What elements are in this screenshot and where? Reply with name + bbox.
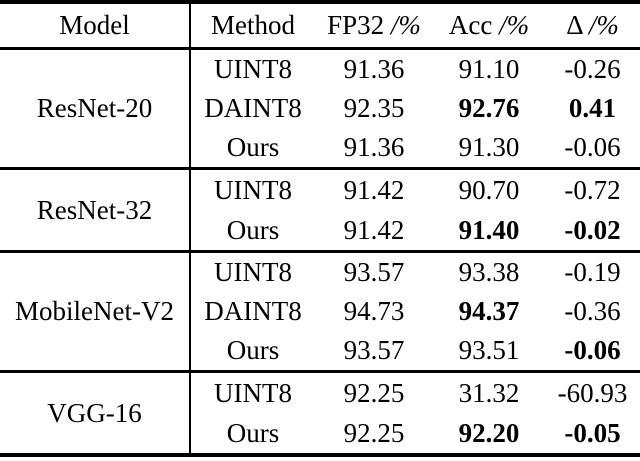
delta-cell: -60.93 (557, 377, 628, 408)
table-row: Ours 91.36 91.30 -0.06 (0, 128, 640, 169)
column-header-acc: Acc /% (433, 2, 545, 49)
table-row: ResNet-20 UINT8 91.36 91.10 -0.26 (0, 48, 640, 169)
column-label: Model (59, 10, 130, 40)
delta-cell: -0.06 (564, 132, 621, 162)
acc-cell: 93.38 (458, 257, 520, 287)
acc-cell: 91.40 (458, 214, 520, 245)
column-header-fp32: FP32 /% (315, 2, 433, 49)
column-header-delta: Δ /% (545, 2, 640, 49)
method-cell: Ours (226, 335, 280, 365)
method-cell: Ours (226, 417, 280, 448)
column-label: FP32 (327, 10, 385, 40)
acc-cell: 94.37 (458, 296, 520, 326)
delta-cell: -0.02 (564, 214, 621, 245)
delta-cell: -0.26 (564, 54, 621, 84)
delta-cell: -0.36 (564, 296, 621, 326)
delta-cell: -0.19 (564, 257, 621, 287)
fp32-cell: 92.25 (343, 417, 405, 448)
model-cell: ResNet-32 (0, 168, 191, 252)
delta-cell: -0.06 (564, 335, 621, 365)
fp32-cell: 93.57 (343, 335, 405, 365)
fp32-cell: 91.36 (343, 54, 405, 84)
acc-cell: 31.32 (458, 377, 520, 408)
acc-cell: 91.30 (458, 132, 520, 162)
column-label: Method (211, 10, 295, 40)
group-mobilenet-v2: MobileNet-V2 UINT8 93.57 93.38 -0.19 DAI… (0, 251, 640, 372)
acc-cell: 90.70 (458, 174, 520, 205)
model-cell: VGG-16 (0, 371, 191, 455)
acc-cell: 91.10 (458, 54, 520, 84)
fp32-cell: 91.42 (343, 214, 405, 245)
group-resnet-20: ResNet-20 UINT8 91.36 91.10 -0.26 DAINT8… (0, 48, 640, 169)
header-row: Model Method FP32 /% Acc /% Δ /% (0, 2, 640, 49)
model-cell: MobileNet-V2 (0, 251, 191, 372)
method-cell: UINT8 (214, 54, 292, 84)
table-row: VGG-16 UINT8 92.25 31.32 -60.93 (0, 371, 640, 455)
method-cell: DAINT8 (204, 93, 302, 123)
delta-cell: -0.72 (564, 174, 621, 205)
delta-cell: 0.41 (568, 93, 617, 123)
delta-cell: -0.05 (564, 417, 621, 448)
acc-cell: 92.20 (458, 417, 520, 448)
fp32-cell: 93.57 (343, 257, 405, 287)
table-row: DAINT8 94.73 94.37 -0.36 (0, 292, 640, 331)
method-cell: UINT8 (214, 377, 292, 408)
column-unit: /% (588, 10, 619, 40)
column-label: Acc (448, 10, 493, 40)
method-cell: Ours (226, 132, 280, 162)
fp32-cell: 92.25 (343, 377, 405, 408)
group-vgg-16: VGG-16 UINT8 92.25 31.32 -60.93 Ours 92.… (0, 371, 640, 455)
table-row: Ours 93.57 93.51 -0.06 (0, 331, 640, 372)
column-unit: /% (390, 10, 421, 40)
table-row: MobileNet-V2 UINT8 93.57 93.38 -0.19 (0, 251, 640, 372)
acc-cell: 93.51 (458, 335, 520, 365)
fp32-cell: 91.36 (343, 132, 405, 162)
table-row: Ours 91.42 91.40 -0.02 (0, 210, 640, 252)
group-resnet-32: ResNet-32 UINT8 91.42 90.70 -0.72 Ours 9… (0, 168, 640, 252)
method-cell: UINT8 (214, 174, 292, 205)
table-row: Ours 92.25 92.20 -0.05 (0, 413, 640, 455)
delta-icon: Δ (566, 10, 583, 40)
model-cell: ResNet-20 (0, 48, 191, 169)
acc-cell: 92.76 (458, 93, 520, 123)
method-cell: DAINT8 (204, 296, 302, 326)
table-header: Model Method FP32 /% Acc /% Δ /% (0, 2, 640, 49)
column-header-model: Model (0, 2, 191, 49)
method-cell: UINT8 (214, 257, 292, 287)
fp32-cell: 92.35 (343, 93, 405, 123)
column-header-method: Method (190, 2, 315, 49)
method-cell: Ours (226, 214, 280, 245)
table-row: ResNet-32 UINT8 91.42 90.70 -0.72 (0, 168, 640, 252)
fp32-cell: 94.73 (343, 296, 405, 326)
table-row: DAINT8 92.35 92.76 0.41 (0, 89, 640, 128)
column-unit: /% (499, 10, 530, 40)
fp32-cell: 91.42 (343, 174, 405, 205)
